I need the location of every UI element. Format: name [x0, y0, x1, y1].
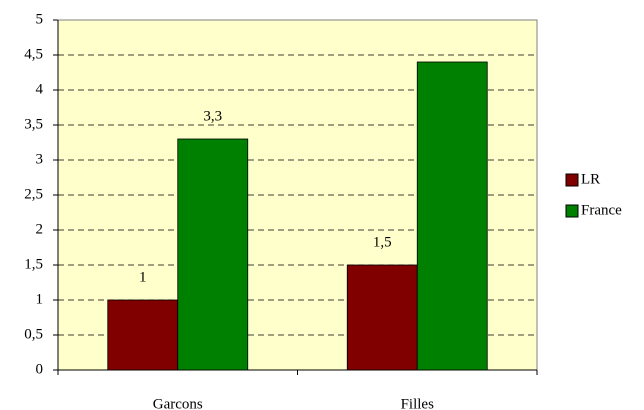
legend-label: France — [581, 202, 622, 218]
bar — [177, 138, 249, 371]
bar — [416, 61, 488, 371]
data-label: 1,5 — [373, 234, 392, 250]
legend-swatch — [565, 173, 579, 187]
y-tick-label: 4,5 — [24, 46, 43, 62]
bar — [346, 264, 418, 371]
y-tick-label: 1 — [36, 291, 44, 307]
bar — [107, 299, 179, 371]
y-tick-label: 4 — [36, 81, 44, 97]
data-label: 3,3 — [203, 108, 222, 124]
y-tick-label: 5 — [36, 11, 44, 27]
legend-swatch — [565, 204, 579, 218]
x-tick-label: Filles — [401, 396, 435, 410]
x-tick-label: Garcons — [153, 396, 203, 410]
y-tick-label: 1,5 — [24, 256, 43, 272]
data-label: 1 — [139, 269, 147, 285]
y-tick-label: 0 — [36, 361, 44, 377]
y-tick-label: 3 — [36, 151, 44, 167]
legend-label: LR — [581, 171, 600, 187]
y-tick-label: 3,5 — [24, 116, 43, 132]
y-tick-label: 2 — [36, 221, 44, 237]
y-tick-label: 2,5 — [24, 186, 43, 202]
y-tick-label: 0,5 — [24, 326, 43, 342]
